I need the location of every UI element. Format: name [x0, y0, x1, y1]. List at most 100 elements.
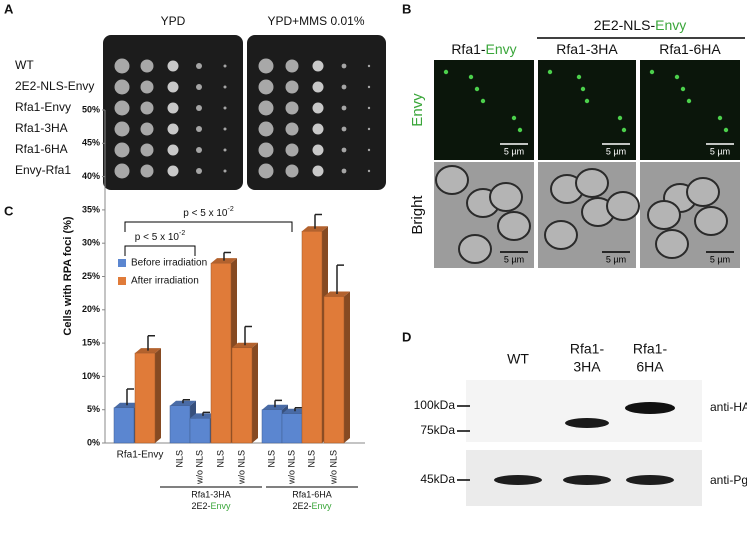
spot: [285, 59, 299, 73]
spot: [258, 121, 274, 137]
band: [626, 475, 674, 485]
spot: [367, 106, 371, 110]
spot: [140, 143, 154, 157]
bar: [323, 296, 345, 444]
spot: [114, 100, 130, 116]
spot: [114, 79, 130, 95]
spot: [341, 168, 347, 174]
column-label: Rfa1-Envy: [451, 41, 516, 57]
focus: [621, 127, 627, 133]
spot: [167, 81, 179, 93]
scale-bar-label: 5 µm: [710, 146, 730, 156]
spot: [367, 169, 371, 173]
spot: [285, 101, 299, 115]
group-label: Rfa1-3HA: [191, 489, 231, 499]
strain-label: 2E2-NLS-Envy: [15, 79, 94, 93]
spot: [367, 127, 371, 131]
focus: [576, 74, 582, 80]
error-bar: [244, 325, 252, 346]
spot: [223, 85, 227, 89]
focus: [723, 127, 729, 133]
cell: [655, 229, 689, 259]
cell: [686, 177, 720, 207]
bar-side: [252, 342, 258, 443]
focus: [617, 115, 623, 121]
spot: [312, 144, 324, 156]
antibody-label: anti-Pgk1: [710, 473, 747, 487]
group-label: 2E2-Envy: [292, 501, 332, 511]
x-tick-label: w/o NLS: [236, 450, 246, 485]
x-tick-label: w/o NLS: [328, 450, 338, 485]
column-label-part: Rfa1-6HA: [659, 41, 721, 57]
bar: [281, 413, 303, 444]
group-header: 2E2-NLS-Envy: [594, 17, 687, 33]
spot: [196, 147, 202, 153]
column-label: Rfa1-6HA: [659, 41, 721, 57]
fluorescence-image: [640, 60, 740, 160]
plate-header: YPD+MMS 0.01%: [267, 14, 364, 28]
spot: [285, 122, 299, 136]
column-label: Rfa1-3HA: [556, 41, 618, 57]
y-tick-label: 30%: [82, 238, 100, 248]
x-tick-label: w/o NLS: [194, 450, 204, 485]
bar: [169, 405, 191, 444]
focus: [443, 69, 449, 75]
y-tick-label: 40%: [82, 171, 100, 181]
group-label-part: 2E2-: [191, 501, 210, 511]
marker-label: 45kDa: [420, 472, 455, 486]
spot: [167, 123, 179, 135]
spot: [258, 100, 274, 116]
x-tick-label: w/o NLS: [286, 450, 296, 485]
spot: [140, 59, 154, 73]
spot: [167, 60, 179, 72]
focus: [680, 86, 686, 92]
lane-label: WT: [507, 351, 529, 367]
x-tick-label: NLS: [215, 450, 225, 468]
spot: [285, 164, 299, 178]
spot: [341, 84, 347, 90]
error-bar: [182, 398, 190, 404]
spot: [367, 85, 371, 89]
spot: [341, 63, 347, 69]
spot: [167, 102, 179, 114]
spot: [196, 63, 202, 69]
bar: [210, 262, 232, 444]
spot: [312, 81, 324, 93]
spot: [223, 64, 227, 68]
marker-label: 75kDa: [420, 423, 455, 437]
column-label-part: Envy: [486, 41, 517, 57]
group-label: 2E2-Envy: [191, 501, 231, 511]
cell: [458, 234, 492, 264]
focus: [547, 69, 553, 75]
spot: [114, 58, 130, 74]
bar: [301, 230, 323, 444]
y-tick-label: 5%: [87, 404, 100, 414]
band: [494, 475, 542, 485]
error-bar: [147, 335, 155, 351]
cell: [435, 165, 469, 195]
spot: [258, 79, 274, 95]
group-header-part: 2E2-NLS-: [594, 17, 656, 33]
lane-label: 3HA: [573, 359, 601, 375]
spot: [341, 147, 347, 153]
error-bar: [223, 251, 231, 261]
spot: [312, 102, 324, 114]
p-value-exponent: -2: [179, 230, 185, 237]
band: [565, 418, 609, 428]
spot: [140, 122, 154, 136]
scale-bar-label: 5 µm: [606, 254, 626, 264]
strain-label: Rfa1-3HA: [15, 121, 68, 135]
y-tick-label: 45%: [82, 138, 100, 148]
bar: [261, 409, 283, 444]
cell: [647, 200, 681, 230]
spot: [114, 142, 130, 158]
x-tick-label: NLS: [266, 450, 276, 468]
spot: [223, 169, 227, 173]
scale-bar-label: 5 µm: [606, 146, 626, 156]
spot: [140, 80, 154, 94]
bar: [189, 418, 211, 444]
spot: [114, 121, 130, 137]
cell: [489, 182, 523, 212]
panel-letter: D: [402, 329, 411, 344]
